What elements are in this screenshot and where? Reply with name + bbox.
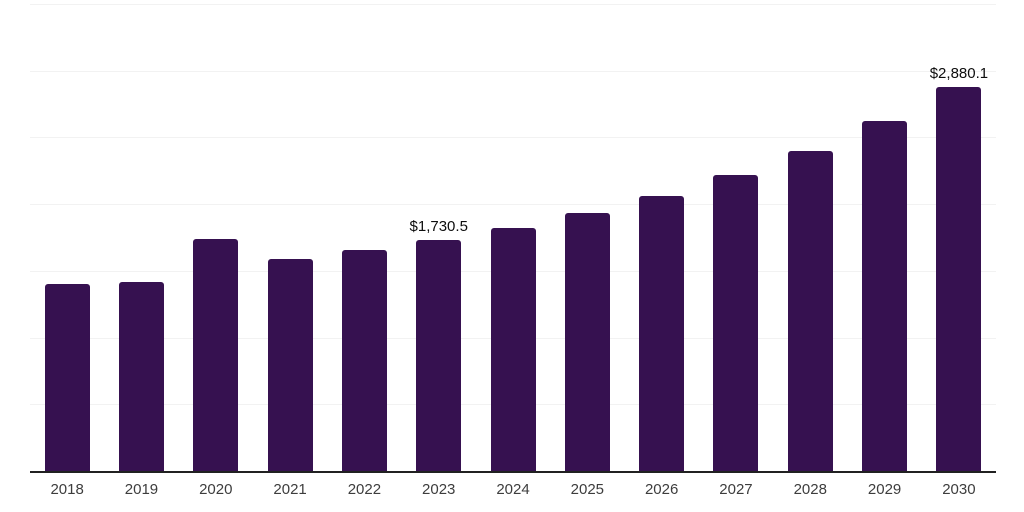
bar-group <box>30 4 104 471</box>
bar-group <box>773 4 847 471</box>
bar <box>267 258 313 471</box>
plot-area: $1,730.5 $2,880.1 <box>30 4 996 471</box>
x-tick-label: 2020 <box>199 481 233 498</box>
bar-group <box>476 4 550 471</box>
bar <box>936 86 982 471</box>
x-tick-label: 2019 <box>124 481 159 498</box>
data-label: $1,730.5 <box>409 218 468 236</box>
bar-group <box>327 4 401 471</box>
bar-group: $2,880.1 <box>922 4 996 471</box>
data-label: $2,880.1 <box>929 64 989 82</box>
x-tick-label: 2018 <box>50 481 84 498</box>
x-tick-label: 2028 <box>793 481 827 498</box>
x-tick-label: 2026 <box>644 481 679 498</box>
bar <box>639 196 685 471</box>
x-tick-label: 2023 <box>422 481 456 498</box>
gridline <box>30 70 996 72</box>
gridline <box>30 204 996 206</box>
x-tick-label: 2029 <box>867 481 902 498</box>
x-axis-labels: 2018 2019 2020 2021 2022 2023 2024 2025 2026 2027… <box>30 481 996 498</box>
bar <box>416 240 462 471</box>
bar-group <box>253 4 327 471</box>
bar-group <box>699 4 773 471</box>
bar <box>787 151 833 471</box>
bar-group <box>847 4 921 471</box>
bar <box>490 228 536 471</box>
bar-group: $1,730.5 <box>402 4 476 471</box>
bar <box>44 284 90 471</box>
bar-group <box>625 4 699 471</box>
bar-group <box>104 4 178 471</box>
bars-row: $1,730.5 $2,880.1 <box>30 4 996 471</box>
x-axis-line <box>30 471 996 473</box>
bar <box>564 212 610 471</box>
x-tick-label: 2027 <box>719 481 753 498</box>
bar <box>193 238 239 471</box>
bar-group <box>550 4 624 471</box>
gridline <box>30 137 996 139</box>
bar <box>713 175 759 471</box>
x-tick-label: 2025 <box>570 481 605 498</box>
bar-group <box>179 4 253 471</box>
bar <box>118 282 164 471</box>
x-tick-label: 2021 <box>273 481 307 498</box>
gridline <box>30 4 996 5</box>
bar <box>341 250 387 471</box>
x-tick-label: 2022 <box>347 481 382 498</box>
bar <box>862 121 908 471</box>
x-tick-label: 2030 <box>942 481 976 498</box>
x-tick-label: 2024 <box>496 481 530 498</box>
